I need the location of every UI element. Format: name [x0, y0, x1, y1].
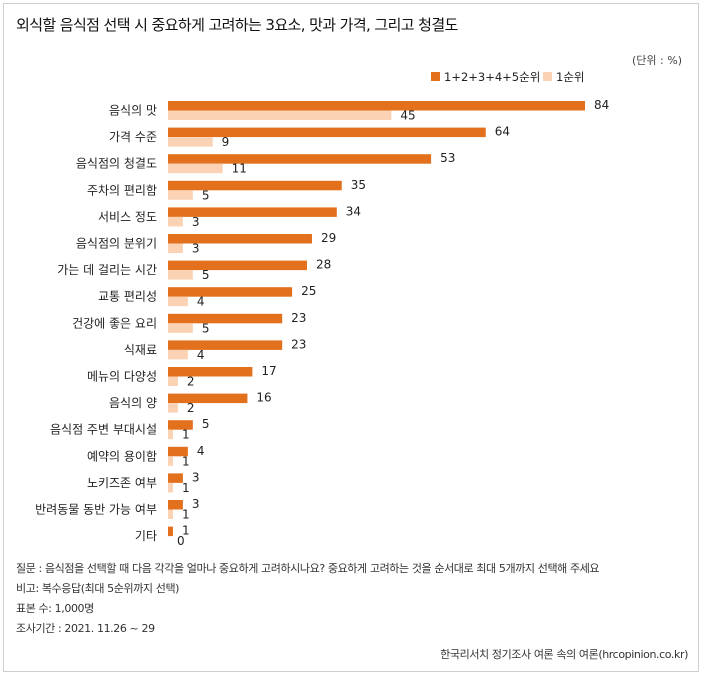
- value-label-total: 23: [291, 337, 306, 351]
- category-label: 노키즈존 여부: [87, 476, 157, 490]
- category-label: 음식점의 청결도: [76, 157, 157, 171]
- value-label-total: 29: [321, 231, 336, 245]
- legend-first-swatch: [543, 72, 552, 81]
- value-label-first: 11: [232, 162, 247, 176]
- value-label-first: 3: [192, 215, 200, 229]
- value-label-total: 35: [351, 178, 366, 192]
- bar-first: [168, 323, 193, 333]
- bar-total: [168, 154, 432, 164]
- category-label: 건강에 좋은 요리: [72, 316, 157, 330]
- bar-first: [168, 243, 183, 253]
- value-label-first: 5: [202, 268, 210, 282]
- category-label: 음식의 맛: [109, 104, 157, 118]
- value-label-first: 1: [182, 508, 190, 522]
- survey-period: 조사기간 : 2021. 11.26 ~ 29: [16, 622, 155, 635]
- bar-total: [168, 127, 486, 138]
- value-label-total: 3: [192, 470, 200, 484]
- value-label-first: 5: [202, 321, 210, 335]
- value-label-first: 45: [400, 109, 415, 123]
- bar-total: [168, 180, 342, 191]
- source-credit: 한국리서치 정기조사 여론 속의 여론(hrcopinion.co.kr): [440, 648, 688, 661]
- bar-first: [168, 216, 183, 227]
- bar-total: [168, 207, 337, 217]
- chart-title: 외식할 음식점 선택 시 중요하게 고려하는 3요소, 맛과 가격, 그리고 청…: [16, 16, 458, 34]
- bar-total: [168, 526, 173, 537]
- category-label: 기타: [135, 529, 157, 543]
- value-label-first: 2: [187, 375, 195, 389]
- survey-question: 질문 : 음식점을 선택할 때 다음 각각을 얼마나 중요하게 고려하시나요? …: [16, 562, 600, 575]
- value-label-total: 1: [182, 524, 190, 538]
- value-label-total: 64: [495, 125, 510, 139]
- bar-total: [168, 101, 585, 111]
- value-label-first: 9: [222, 135, 230, 149]
- bar-first: [168, 190, 193, 200]
- bar-total: [168, 260, 307, 271]
- category-label: 메뉴의 다양성: [87, 370, 157, 384]
- bar-total: [168, 234, 312, 244]
- bar-total: [168, 287, 293, 297]
- bar-first: [168, 163, 223, 174]
- bar-first: [168, 296, 188, 307]
- bar-first: [168, 270, 193, 280]
- bar-first: [168, 482, 173, 493]
- category-label: 반려동물 동반 가능 여부: [35, 503, 157, 517]
- bar-first: [168, 349, 188, 360]
- category-label: 서비스 정도: [98, 210, 157, 224]
- value-label-first: 4: [197, 295, 205, 309]
- chart-footer: 질문 : 음식점을 선택할 때 다음 각각을 얼마나 중요하게 고려하시나요? …: [16, 560, 600, 640]
- bar-first: [168, 456, 173, 466]
- category-label: 교통 편리성: [98, 290, 157, 304]
- category-label: 가격 수준: [109, 130, 157, 144]
- value-label-first: 1: [182, 481, 190, 495]
- category-label: 음식의 양: [109, 396, 157, 410]
- unit-label: (단위 : %): [632, 54, 682, 67]
- value-label-first: 1: [182, 428, 190, 442]
- value-label-first: 2: [187, 401, 195, 415]
- value-label-first: 0: [177, 534, 185, 548]
- bar-total: [168, 340, 283, 350]
- bar-total: [168, 367, 253, 377]
- chart-legend: 1+2+3+4+5순위 1순위: [431, 70, 584, 84]
- value-label-total: 34: [346, 204, 361, 218]
- bar-first: [168, 110, 392, 120]
- bar-total: [168, 473, 183, 483]
- bar-first: [168, 403, 178, 413]
- legend-total-swatch: [431, 72, 440, 81]
- category-label: 음식점의 분위기: [76, 237, 157, 251]
- bar-first: [168, 137, 213, 147]
- category-label: 예약의 용이함: [87, 448, 157, 463]
- value-label-first: 3: [192, 242, 200, 256]
- value-label-total: 28: [316, 258, 331, 272]
- value-label-total: 16: [256, 391, 271, 405]
- bar-total: [168, 500, 183, 510]
- legend-total-label: 1+2+3+4+5순위: [444, 70, 540, 84]
- value-label-total: 23: [291, 311, 306, 325]
- sample-size: 표본 수: 1,000명: [16, 602, 94, 615]
- value-label-total: 4: [197, 444, 205, 458]
- legend-first-label: 1순위: [556, 70, 584, 84]
- value-label-total: 3: [192, 497, 200, 511]
- value-label-first: 1: [182, 454, 190, 468]
- bar-first: [168, 429, 173, 440]
- value-label-total: 84: [594, 98, 609, 112]
- bar-first: [168, 509, 173, 519]
- value-label-total: 53: [440, 151, 455, 165]
- value-label-total: 25: [301, 284, 316, 298]
- value-label-first: 4: [197, 348, 205, 362]
- bar-total: [168, 420, 193, 430]
- category-label: 주차의 편리함: [87, 183, 157, 197]
- bar-total: [168, 446, 188, 457]
- chart-frame: [3, 3, 699, 672]
- value-label-first: 5: [202, 188, 210, 202]
- value-label-total: 5: [202, 417, 210, 431]
- survey-note: 비고: 복수응답(최대 5순위까지 선택): [16, 582, 180, 595]
- bar-first: [168, 376, 178, 386]
- category-label: 가는 데 걸리는 시간: [57, 263, 157, 277]
- category-label: 식재료: [124, 343, 157, 357]
- bar-total: [168, 313, 283, 324]
- value-label-total: 17: [261, 364, 276, 378]
- category-label: 음식점 주변 부대시설: [50, 423, 157, 437]
- bar-total: [168, 393, 248, 404]
